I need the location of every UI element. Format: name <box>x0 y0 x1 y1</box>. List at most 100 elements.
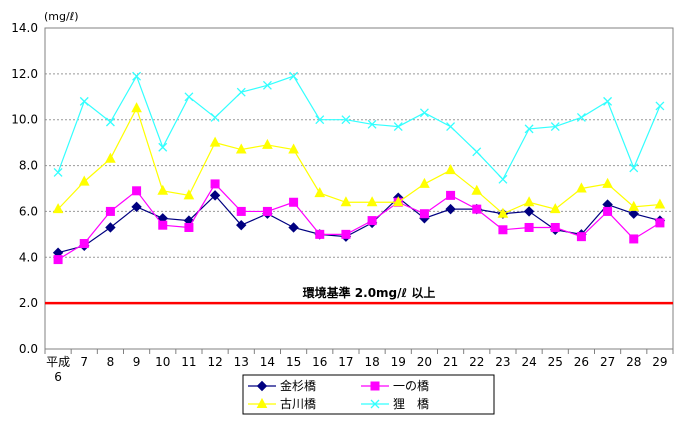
y-tick-label: 0.0 <box>19 342 38 356</box>
legend-entry: 一の橋 <box>361 379 429 393</box>
data-point <box>131 102 142 113</box>
x-tick-label: 8 <box>107 355 115 369</box>
data-point <box>236 206 246 216</box>
x-tick-label: 9 <box>133 355 141 369</box>
legend-marker <box>256 380 268 392</box>
data-point <box>446 122 456 132</box>
data-point <box>236 87 246 97</box>
x-tick-label: 29 <box>652 355 667 369</box>
data-point <box>603 206 613 216</box>
series-line <box>57 194 661 254</box>
axes: 0.0 2.0 4.0 6.0 8.0 10.0 12.0 14.0 平成 6 7 8 9 10 11 12 1… <box>11 21 674 384</box>
x-tick-label: 21 <box>443 355 458 369</box>
data-point <box>628 200 640 211</box>
reference-layer: 環境基準 2.0mg/ℓ 以上 <box>45 285 673 305</box>
data-point <box>446 190 456 200</box>
data-point <box>603 96 613 106</box>
data-point <box>183 189 195 200</box>
data-point <box>367 216 377 226</box>
series-2 <box>53 179 665 265</box>
data-point <box>550 122 560 132</box>
data-point <box>289 71 299 81</box>
data-point <box>262 206 272 216</box>
gridlines <box>45 27 673 304</box>
x-tick-label: 25 <box>548 355 563 369</box>
data-point <box>79 239 89 249</box>
data-point <box>105 152 116 163</box>
data-point <box>366 196 378 207</box>
y-tick-label: 4.0 <box>19 250 38 264</box>
x-tick-label: 28 <box>626 355 641 369</box>
data-point <box>472 204 482 214</box>
data-point <box>419 108 429 118</box>
x-tick-label: 平成 6 <box>46 355 70 384</box>
legend-label: 金杉橋 <box>280 378 316 393</box>
series-layer <box>52 71 666 265</box>
data-point <box>602 177 613 188</box>
x-tick-label: 14 <box>260 355 275 369</box>
data-point <box>629 234 639 244</box>
x-tick-label: 22 <box>469 355 484 369</box>
legend-marker <box>370 399 380 409</box>
data-point <box>576 112 586 122</box>
data-point <box>158 220 168 230</box>
x-tick-label: 17 <box>338 355 353 369</box>
legend-label: 一の橋 <box>393 379 429 393</box>
data-point <box>209 136 221 147</box>
legend-entry: 金杉橋 <box>248 378 316 393</box>
data-point <box>236 219 247 231</box>
data-point <box>78 175 90 186</box>
legend-entry: 古川橋 <box>248 396 316 411</box>
data-point <box>210 112 220 122</box>
data-point <box>367 119 377 129</box>
data-point <box>524 124 534 134</box>
y-tick-label: 14.0 <box>11 21 38 35</box>
data-point <box>471 184 483 195</box>
y-tick-label: 10.0 <box>11 113 38 127</box>
y-tick-label: 6.0 <box>19 204 38 218</box>
series-line <box>57 106 660 215</box>
x-tick-label: 11 <box>181 355 196 369</box>
data-point <box>53 167 63 177</box>
data-point <box>52 203 64 214</box>
data-point <box>53 255 63 265</box>
data-point <box>628 208 639 219</box>
data-point <box>288 143 299 154</box>
data-point <box>131 201 142 213</box>
legend-box <box>242 374 495 415</box>
legend-marker <box>370 381 380 391</box>
x-tick-label: 24 <box>521 355 536 369</box>
data-point <box>105 117 115 127</box>
data-point <box>132 71 142 81</box>
data-point <box>472 147 482 157</box>
data-point <box>105 222 116 233</box>
data-point <box>315 115 325 125</box>
data-point <box>524 222 534 232</box>
x-tick-label: 12 <box>207 355 222 369</box>
data-point <box>289 197 299 207</box>
reference-line-label: 環境基準 2.0mg/ℓ 以上 <box>303 285 436 300</box>
data-point <box>629 163 639 173</box>
x-tick-label: 26 <box>574 355 589 369</box>
data-point <box>315 229 325 239</box>
data-point <box>341 229 351 239</box>
x-tick-label: 10 <box>155 355 170 369</box>
data-point <box>158 142 168 152</box>
data-point <box>498 174 508 184</box>
data-point <box>392 196 404 207</box>
series-4 <box>53 71 665 184</box>
data-point <box>655 101 665 111</box>
legend-label: 古川橋 <box>280 396 316 411</box>
data-point <box>235 143 247 154</box>
legend-marker <box>256 397 268 408</box>
data-point <box>210 179 220 189</box>
x-tick-label: 7 <box>80 355 88 369</box>
series-3 <box>52 102 666 218</box>
data-point <box>341 115 351 125</box>
data-point <box>498 225 508 235</box>
x-tick-label: 20 <box>417 355 432 369</box>
data-point <box>576 232 586 242</box>
